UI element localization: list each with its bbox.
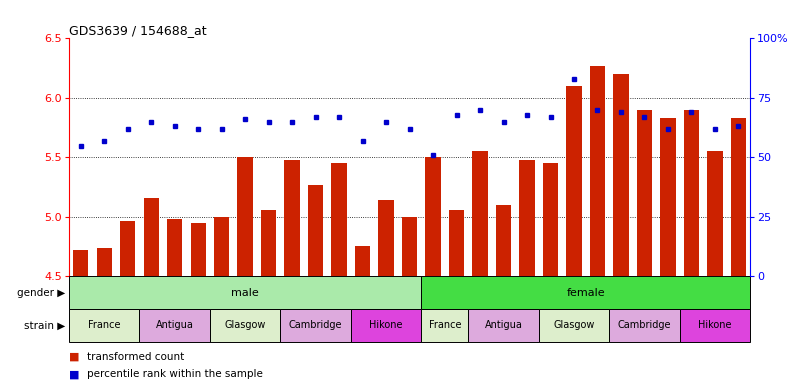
Bar	[308, 185, 324, 276]
Text: male: male	[231, 288, 259, 298]
Text: ■: ■	[69, 352, 79, 362]
Bar	[120, 220, 135, 276]
Text: Cambridge: Cambridge	[289, 320, 342, 331]
Bar	[167, 219, 182, 276]
Bar	[539, 309, 609, 342]
Bar	[519, 160, 534, 276]
Bar	[73, 250, 88, 276]
Bar	[69, 276, 421, 309]
Bar	[281, 309, 351, 342]
Bar	[731, 118, 746, 276]
Text: strain ▶: strain ▶	[24, 320, 65, 331]
Bar	[566, 86, 581, 276]
Bar	[707, 152, 723, 276]
Bar	[191, 223, 206, 276]
Bar	[285, 160, 300, 276]
Text: Hikone: Hikone	[698, 320, 732, 331]
Text: Antigua: Antigua	[156, 320, 194, 331]
Bar	[139, 309, 210, 342]
Bar	[426, 157, 440, 276]
Text: Cambridge: Cambridge	[618, 320, 672, 331]
Bar	[590, 66, 605, 276]
Bar	[684, 110, 699, 276]
Bar	[97, 248, 112, 276]
Bar	[660, 118, 676, 276]
Bar	[496, 205, 511, 276]
Bar	[261, 210, 277, 276]
Bar	[609, 309, 680, 342]
Text: Glasgow: Glasgow	[225, 320, 266, 331]
Bar	[144, 198, 159, 276]
Bar	[402, 217, 417, 276]
Bar	[449, 210, 464, 276]
Text: GDS3639 / 154688_at: GDS3639 / 154688_at	[69, 24, 207, 37]
Bar	[355, 245, 370, 276]
Text: Glasgow: Glasgow	[553, 320, 594, 331]
Bar	[680, 309, 750, 342]
Text: transformed count: transformed count	[87, 352, 184, 362]
Bar	[210, 309, 281, 342]
Text: ■: ■	[69, 369, 79, 379]
Bar	[421, 309, 468, 342]
Text: Antigua: Antigua	[485, 320, 522, 331]
Bar	[238, 157, 253, 276]
Bar	[421, 276, 750, 309]
Text: gender ▶: gender ▶	[17, 288, 65, 298]
Bar	[543, 164, 558, 276]
Text: Hikone: Hikone	[369, 320, 403, 331]
Bar	[332, 164, 347, 276]
Text: France: France	[428, 320, 461, 331]
Text: female: female	[566, 288, 605, 298]
Bar	[351, 309, 421, 342]
Bar	[637, 110, 652, 276]
Bar	[613, 74, 629, 276]
Bar	[379, 200, 393, 276]
Bar	[472, 152, 487, 276]
Text: percentile rank within the sample: percentile rank within the sample	[87, 369, 263, 379]
Bar	[214, 217, 230, 276]
Bar	[468, 309, 539, 342]
Bar	[69, 309, 139, 342]
Text: France: France	[88, 320, 120, 331]
